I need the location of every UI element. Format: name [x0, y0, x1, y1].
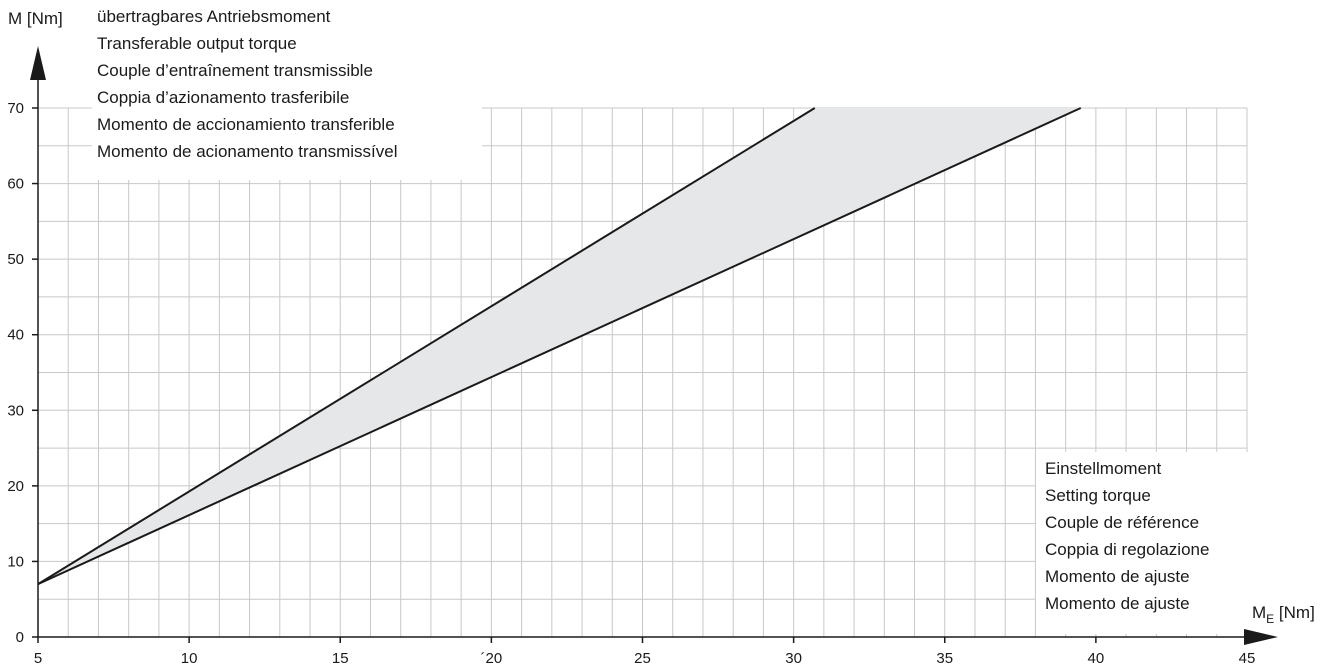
- x-legend-line: Momento de ajuste: [1045, 594, 1190, 613]
- x-axis-label-subscript: E: [1266, 612, 1274, 626]
- axes: [30, 46, 1278, 645]
- x-tick-label: 15: [332, 650, 349, 667]
- y-tick-label: 40: [7, 327, 24, 344]
- x-tick-label: 5: [34, 650, 42, 667]
- x-tick-label: 10: [181, 650, 198, 667]
- upper-limit-line: [37, 107, 816, 585]
- x-legend-line: Momento de ajuste: [1045, 567, 1190, 586]
- x-legend-background: [1036, 452, 1266, 634]
- x-tick-label: 25: [634, 650, 651, 667]
- x-tick-label: ´20: [481, 650, 503, 667]
- x-axis-label-unit: [Nm]: [1274, 603, 1315, 622]
- y-legend: übertragbares Antriebsmoment Transferabl…: [97, 7, 397, 161]
- tick-labels: 5 10 15 ´20 25 30 35 40 45 0 10 20 30 40 50 60 70: [7, 100, 1255, 667]
- x-legend-line: Einstellmoment: [1045, 459, 1161, 478]
- x-tick-label: 30: [785, 650, 802, 667]
- x-legend: Einstellmoment Setting torque Couple de …: [1045, 459, 1209, 613]
- y-tick-label: 30: [7, 402, 24, 419]
- y-tick-label: 0: [16, 629, 24, 646]
- x-axis-label-main: M: [1252, 603, 1266, 622]
- x-tick-label: 35: [936, 650, 953, 667]
- y-axis-label: M [Nm]: [8, 9, 63, 28]
- y-legend-line: Transferable output torque: [97, 34, 297, 53]
- y-tick-label: 70: [7, 100, 24, 117]
- y-tick-label: 20: [7, 478, 24, 495]
- x-tick-label: 40: [1088, 650, 1105, 667]
- series-lines: [37, 107, 1082, 586]
- x-axis-label: ME [Nm]: [1252, 603, 1315, 626]
- y-legend-line: Couple d’entraînement transmissible: [97, 61, 373, 80]
- y-tick-label: 10: [7, 553, 24, 570]
- legend-boxes: [92, 0, 1266, 634]
- y-legend-line: übertragbares Antriebsmoment: [97, 7, 331, 26]
- y-tick-label: 50: [7, 251, 24, 268]
- x-legend-line: Couple de référence: [1045, 513, 1199, 532]
- x-axis-arrow: [1244, 629, 1278, 645]
- x-legend-line: Setting torque: [1045, 486, 1151, 505]
- x-legend-line: Coppia di regolazione: [1045, 540, 1209, 559]
- y-legend-line: Momento de acionamento transmissível: [97, 142, 397, 161]
- y-tick-label: 60: [7, 176, 24, 193]
- y-axis-arrow: [30, 46, 46, 80]
- x-tick-label: 45: [1239, 650, 1256, 667]
- lower-limit-line: [37, 107, 1082, 586]
- y-legend-line: Momento de accionamiento transferible: [97, 115, 395, 134]
- y-legend-background: [92, 0, 482, 180]
- y-legend-line: Coppia d’azionamento trasferibile: [97, 88, 349, 107]
